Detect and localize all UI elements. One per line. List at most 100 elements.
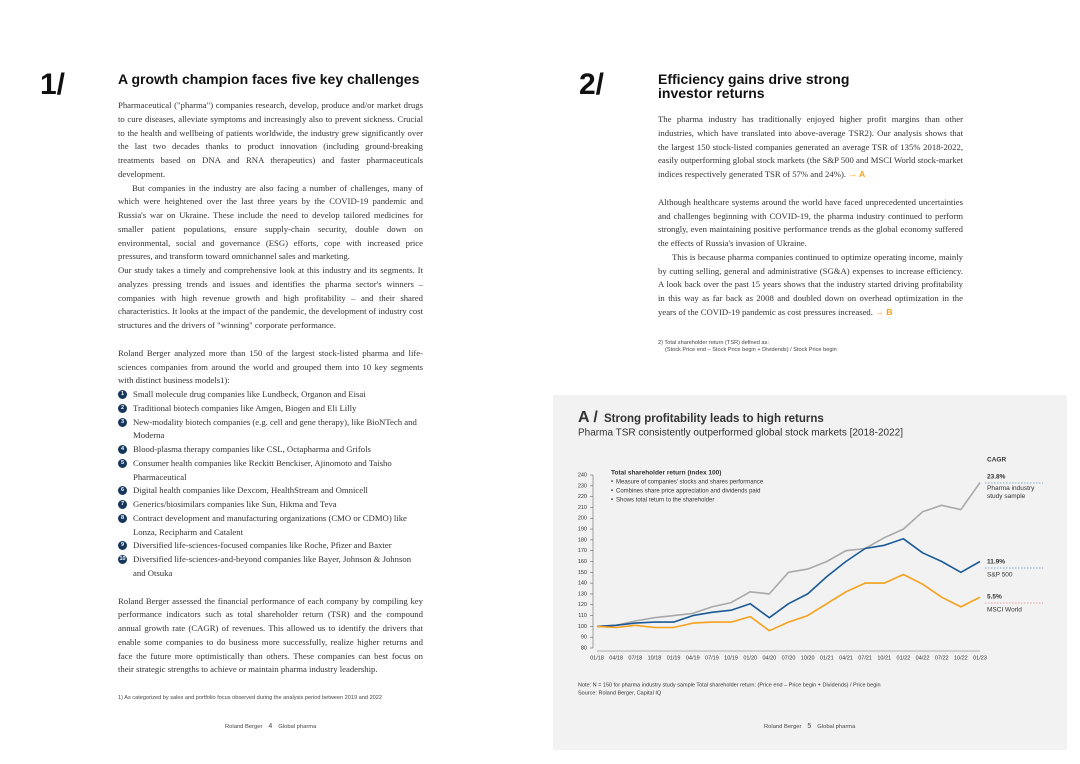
section-number: 1/ <box>40 68 66 101</box>
paragraph-text: Although healthcare systems around the w… <box>658 196 963 248</box>
item-number: 3 <box>118 417 127 427</box>
y-tick-label: 130 <box>578 591 587 597</box>
x-tick-label: 10/21 <box>877 655 891 661</box>
x-tick-label: 10/19 <box>724 655 738 661</box>
item-number: 8 <box>118 513 127 523</box>
x-tick-label: 04/19 <box>686 655 700 661</box>
list-item: 9 Diversified life-sciences-focused compa… <box>118 539 423 553</box>
series-line <box>596 573 981 632</box>
item-text: Traditional biotech companies like Amgen… <box>133 402 357 413</box>
legend-bullet: • <box>611 480 613 486</box>
y-tick-label: 220 <box>578 494 587 500</box>
y-tick-label: 120 <box>578 602 587 608</box>
paragraph-text: This is because pharma companies continu… <box>658 251 963 317</box>
footer-brand: Roland Berger <box>764 724 802 730</box>
y-tick-label: 180 <box>578 537 587 543</box>
list-item: 2 Traditional biotech companies like Amge… <box>118 402 423 416</box>
x-tick-label: 01/18 <box>590 655 604 661</box>
y-tick-label: 140 <box>578 581 587 587</box>
y-tick-label: 100 <box>578 624 587 630</box>
paragraph: Roland Berger assessed the financial per… <box>118 595 423 675</box>
item-number: 9 <box>118 541 127 551</box>
item-number: 10 <box>118 555 127 564</box>
x-tick-label: 10/18 <box>648 655 662 661</box>
y-tick-label: 90 <box>581 635 587 641</box>
chart-panel: A / Strong profitability leads to high re… <box>553 395 1067 750</box>
x-tick-label: 04/20 <box>762 655 776 661</box>
paragraph: Roland Berger analyzed more than 150 of … <box>118 347 423 386</box>
section-number: 2/ <box>579 68 605 101</box>
item-text: Generics/biosimilars companies like Sun,… <box>133 499 337 509</box>
series-label: Pharma industry study sample <box>987 485 1035 500</box>
item-text: Diversified life-sciences-and-beyond com… <box>133 554 412 578</box>
list-item: 4 Blood-plasma therapy companies like CSL… <box>118 443 423 457</box>
right-body: The pharma industry has traditionally en… <box>658 113 963 355</box>
x-tick-label: 07/20 <box>782 655 796 661</box>
x-tick-label: 04/18 <box>609 655 623 661</box>
y-tick-label: 240 <box>578 472 587 478</box>
x-tick-label: 01/21 <box>820 655 834 661</box>
legend-bullet: • <box>611 498 613 504</box>
series-label: MSCI World <box>987 607 1022 614</box>
left-body: Pharmaceutical ("pharma") companies rese… <box>118 99 423 703</box>
legend-bullet: • <box>611 489 613 495</box>
paragraph: Our study takes a timely and comprehensi… <box>118 265 423 330</box>
item-number: 2 <box>118 403 127 413</box>
x-tick-label: 01/19 <box>667 655 681 661</box>
chart-title: Strong profitability leads to high retur… <box>604 413 824 425</box>
paragraph: The pharma industry has traditionally en… <box>658 113 963 182</box>
item-number: 7 <box>118 500 127 509</box>
section-heading: Efficiency gains drive strong investor r… <box>658 71 850 101</box>
item-text: Diversified life-sciences-focused compan… <box>133 540 392 551</box>
item-text: New-modality biotech companies (e.g. cel… <box>133 416 417 441</box>
legend-title: Total shareholder return (index 100) <box>611 470 721 477</box>
list-item: 7 Generics/biosimilars companies like Sun… <box>118 498 423 512</box>
footer-title: Global pharma <box>817 724 856 730</box>
x-tick-label: 07/19 <box>705 655 719 661</box>
y-tick-label: 230 <box>578 483 587 489</box>
list-item: 3 New-modality biotech companies (e.g. ce… <box>118 416 423 444</box>
x-tick-label: 04/22 <box>916 655 930 661</box>
legend-note: Measure of companies' stocks and shares … <box>616 480 764 486</box>
y-tick-label: 190 <box>578 527 587 533</box>
chart-source: Source: Roland Berger, Capital IQ <box>578 690 662 696</box>
item-text: Consumer health companies like Reckitt B… <box>133 457 392 482</box>
x-tick-label: 04/21 <box>839 655 853 661</box>
list-item: 8 Contract development and manufacturing … <box>118 512 423 540</box>
y-tick-label: 160 <box>578 559 587 565</box>
cagr-value: 11.9% <box>987 559 1005 566</box>
footer-title: Global pharma <box>278 724 317 730</box>
item-text: Contract development and manufacturing o… <box>133 512 407 537</box>
page-footer: Roland Berger 5 Global pharma <box>764 723 855 730</box>
cross-reference[interactable]: → A <box>848 169 866 179</box>
paragraph: But companies in the industry are also f… <box>118 182 423 262</box>
item-text: Digital health companies like Dexcom, He… <box>133 485 368 496</box>
series-line <box>596 538 981 628</box>
item-number: 6 <box>118 486 127 496</box>
legend-note: Shows total return to the shareholder <box>616 498 714 504</box>
series-label: S&P 500 <box>987 572 1013 579</box>
item-number: 4 <box>118 445 127 454</box>
paragraph-text: The pharma industry has traditionally en… <box>658 114 964 179</box>
list-item: 10 Diversified life-sciences-and-beyond c… <box>118 553 423 581</box>
chart-subtitle: Pharma TSR consistently outperformed glo… <box>578 428 903 439</box>
chart: A / Strong profitability leads to high re… <box>578 409 1043 696</box>
cross-reference[interactable]: → B <box>875 306 893 317</box>
footer-brand: Roland Berger <box>225 724 263 730</box>
cagr-title: CAGR <box>987 457 1006 464</box>
x-tick-label: 07/22 <box>935 655 949 661</box>
series-label-line: study sample <box>987 493 1026 500</box>
item-number: 1 <box>118 390 127 399</box>
x-tick-label: 07/21 <box>858 655 872 661</box>
legend-note: Combines share price appreciation and di… <box>616 489 760 495</box>
y-tick-label: 80 <box>581 645 587 651</box>
cagr-value: 23.8% <box>987 474 1006 481</box>
x-tick-label: 01/23 <box>973 655 987 661</box>
list-item: 5 Consumer health companies like Reckitt … <box>118 457 423 485</box>
item-text: Blood-plasma therapy companies like CSL,… <box>133 444 371 454</box>
list-item: 1 Small molecule drug companies like Lund… <box>118 388 423 402</box>
list-item: 6 Digital health companies like Dexcom, H… <box>118 484 423 498</box>
y-tick-label: 210 <box>578 505 587 511</box>
footnote-line: 2) Total shareholder return (TSR) define… <box>658 339 769 346</box>
x-tick-label: 01/20 <box>743 655 757 661</box>
